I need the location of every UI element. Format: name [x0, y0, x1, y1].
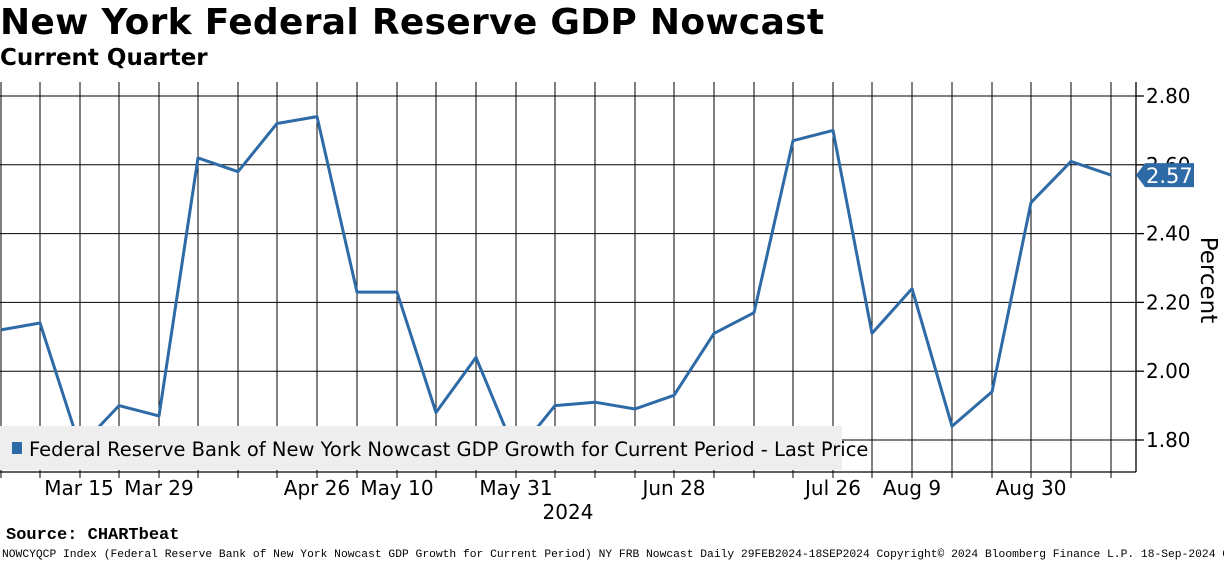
chart-title: New York Federal Reserve GDP Nowcast [0, 2, 825, 43]
y-tick-label: 2.40 [1146, 222, 1191, 246]
x-tick-label: Apr 26 [284, 476, 350, 500]
x-tick-label: Mar 15 [44, 476, 114, 500]
x-tick-label: May 10 [360, 476, 433, 500]
legend-swatch [12, 442, 22, 454]
y-tick-label: 2.80 [1146, 84, 1191, 108]
series-line [0, 115, 1112, 456]
source-note: Source: CHARTbeat [6, 526, 180, 545]
copyright-footer: NOWCYQCP Index (Federal Reserve Bank of … [2, 549, 1224, 561]
legend-label: Federal Reserve Bank of New York Nowcast… [29, 438, 868, 461]
x-tick-label: Jul 26 [803, 476, 861, 500]
x-tick-label: Aug 9 [883, 476, 941, 500]
y-tick-label: 1.80 [1146, 428, 1191, 452]
x-axis-year-label: 2024 [543, 500, 594, 520]
x-tick-label: Mar 29 [124, 476, 194, 500]
y-tick-label: 2.20 [1146, 290, 1191, 314]
y-axis-title: Percent [1195, 237, 1221, 324]
chart-subtitle: Current Quarter [0, 45, 208, 71]
legend-box [0, 426, 842, 470]
last-value-label: 2.57 [1146, 164, 1193, 188]
x-tick-label: Aug 30 [996, 476, 1067, 500]
x-tick-label: Jun 28 [640, 476, 705, 500]
y-tick-label: 2.00 [1146, 359, 1191, 383]
x-tick-label: May 31 [479, 476, 552, 500]
last-value-badge [1136, 163, 1194, 188]
